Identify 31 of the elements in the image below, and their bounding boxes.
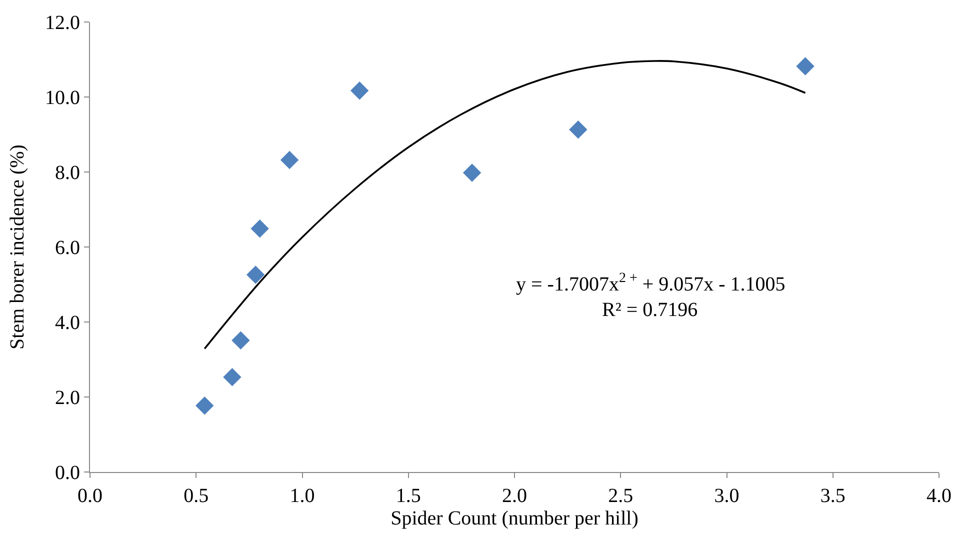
- point: [196, 396, 214, 415]
- point: [462, 164, 482, 182]
- line-series: [204, 60, 806, 350]
- x-tick-label: 4.0: [926, 485, 952, 507]
- annotation: R² = 0.7196: [602, 299, 698, 321]
- x-tick-label: 2.5: [608, 485, 634, 507]
- point: [569, 120, 588, 139]
- y-tick-label: 8.0: [55, 162, 80, 184]
- point: [223, 368, 242, 386]
- point: [232, 331, 250, 350]
- point: [796, 57, 814, 76]
- y-tick-label: 12.0: [45, 12, 80, 34]
- x-tick-label: 1.0: [290, 485, 315, 507]
- y-tick-label: 6.0: [55, 237, 80, 259]
- point: [250, 220, 269, 238]
- y-tick-label: 10.0: [45, 87, 80, 109]
- x-tick-label: 1.5: [396, 485, 421, 507]
- annotation: y = -1.7007x$^{2 +}$ + 9.057x - 1.1005: [516, 271, 786, 296]
- y-tick-label: 0.0: [55, 462, 80, 484]
- x-tick-label: 3.5: [820, 485, 846, 507]
- x-tick-label: 2.0: [502, 485, 527, 507]
- x-tick-label: 3.0: [714, 485, 740, 507]
- point: [280, 150, 299, 170]
- y-tick-label: 2.0: [55, 387, 80, 409]
- point: [350, 82, 369, 100]
- x-axis-title: Spider Count (number per hill): [390, 508, 638, 530]
- x-tick-label: 0.5: [184, 485, 209, 507]
- y-tick-label: 4.0: [55, 312, 80, 334]
- y-axis-title: Stem borer incidence (%): [6, 144, 28, 350]
- x-tick-label: 0.0: [78, 485, 102, 507]
- point: [246, 266, 265, 284]
